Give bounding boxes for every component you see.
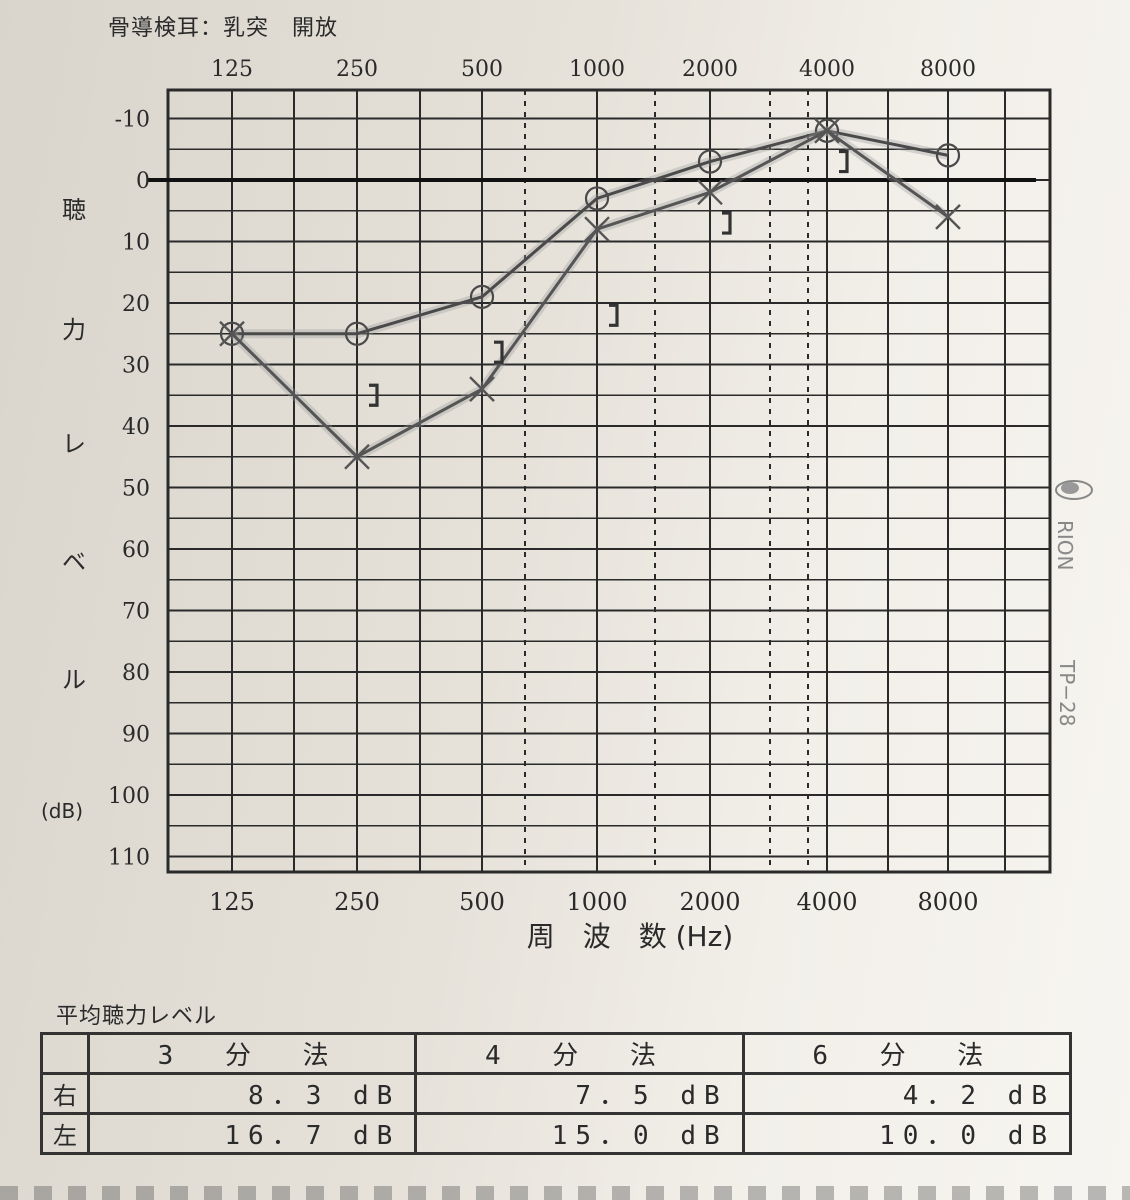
- circle-marker: [584, 186, 610, 211]
- bracket-marker: [839, 149, 849, 174]
- x-bottom-tick-label: 4000: [796, 888, 857, 916]
- table-row-right: 右 8．3 dB 7．5 dB 4．2 dB: [40, 1072, 1073, 1115]
- average-hearing-table-block: 平均聴力レベル 3 分 法 4 分 法 6 分 法 右 8．3 dB 7．5 d…: [40, 998, 1080, 1155]
- y-tick-label: 70: [122, 600, 150, 625]
- y-tick-label: 90: [122, 723, 150, 748]
- circle-marker: [814, 118, 840, 143]
- cross-marker: [814, 117, 840, 144]
- y-tick-label: 50: [122, 477, 150, 502]
- circle-marker: [219, 321, 245, 346]
- y-tick-label: 100: [108, 784, 150, 809]
- x-bottom-tick-label: 8000: [917, 888, 978, 916]
- circle-marker: [344, 321, 370, 346]
- header-4-method: 4 分 法: [414, 1032, 745, 1075]
- average-hearing-table: 3 分 法 4 分 法 6 分 法 右 8．3 dB 7．5 dB 4．2 dB…: [40, 1032, 1073, 1155]
- cross-marker: [219, 320, 245, 347]
- table-row-left: 左 16．7 dB 15．0 dB 10．0 dB: [40, 1112, 1073, 1155]
- cut-off-text-strip: [0, 1186, 1130, 1200]
- brand-name: RION: [1053, 520, 1077, 571]
- cross-marker: [584, 216, 610, 243]
- x-bottom-tick-label: 2000: [679, 888, 740, 916]
- y-axis-label-char: 力: [62, 316, 86, 344]
- table-header-row: 3 分 法 4 分 法 6 分 法: [40, 1032, 1073, 1075]
- x-bottom-tick-label: 250: [334, 888, 380, 916]
- x-top-tick-label: 125: [211, 57, 253, 82]
- bracket-marker: [722, 211, 732, 235]
- x-top-tick-label: 8000: [920, 57, 976, 82]
- y-tick-label: 80: [122, 661, 150, 686]
- cross-marker: [344, 443, 370, 470]
- brand-block: RION TP−28: [1053, 480, 1093, 726]
- cross-marker: [697, 179, 723, 206]
- chart-frame: [166, 88, 1052, 874]
- cross-marker: [935, 204, 961, 230]
- x-top-tick-label: 4000: [799, 57, 855, 82]
- x-axis-label: 周 波 数 (Hz): [527, 920, 734, 953]
- x-bottom-tick-label: 500: [459, 888, 505, 916]
- x-top-tick-label: 500: [461, 57, 503, 82]
- bracket-marker: [609, 303, 619, 327]
- right-3-method-value: 8．3 dB: [86, 1072, 418, 1115]
- brand-model: TP−28: [1055, 659, 1079, 726]
- y-tick-label: 20: [122, 292, 150, 317]
- header-6-method: 6 分 法: [741, 1032, 1073, 1075]
- row-label-left: 左: [40, 1112, 90, 1155]
- y-tick-label: 40: [122, 415, 150, 440]
- y-tick-label: 10: [122, 231, 150, 256]
- row-label-right: 右: [40, 1072, 90, 1115]
- x-bottom-tick-label: 1000: [566, 888, 627, 916]
- header-3-method: 3 分 法: [86, 1032, 418, 1075]
- y-tick-label: 0: [136, 169, 150, 194]
- x-top-tick-label: 2000: [682, 57, 738, 82]
- audiogram-chart: -10 0 10 20 30 40 50 60 70 80 90 100 110 聴力レベル (dB) 125…: [41, 57, 1052, 953]
- y-tick-label: -10: [115, 108, 150, 133]
- bracket-marker: [494, 340, 504, 364]
- x-top-tick-label: 250: [336, 57, 378, 82]
- y-axis-label-char: (dB): [41, 799, 83, 823]
- x-bottom-tick-label: 125: [209, 888, 255, 916]
- circle-marker: [935, 143, 961, 168]
- circle-marker: [469, 284, 495, 309]
- left-6-method-value: 10．0 dB: [741, 1112, 1073, 1155]
- y-tick-label: 30: [122, 354, 150, 379]
- circle-marker: [697, 149, 723, 174]
- left-3-method-value: 16．7 dB: [86, 1112, 418, 1155]
- bone-conduction-label: 骨導検耳：乳突 開放: [108, 16, 339, 41]
- table-corner-cell: [40, 1032, 90, 1075]
- y-axis-label-char: レ: [62, 430, 86, 458]
- rion-logo-icon: [1055, 480, 1093, 500]
- right-4-method-value: 7．5 dB: [414, 1072, 745, 1115]
- y-axis-label-char: 聴: [62, 196, 86, 224]
- y-axis-label-char: ベ: [62, 548, 86, 576]
- left-4-method-value: 15．0 dB: [414, 1112, 745, 1155]
- cross-marker: [469, 376, 495, 402]
- average-table-title: 平均聴力レベル: [56, 1004, 218, 1029]
- right-6-method-value: 4．2 dB: [741, 1072, 1073, 1115]
- y-tick-label: 110: [108, 846, 150, 871]
- y-tick-label: 60: [122, 538, 150, 563]
- x-top-tick-label: 1000: [569, 57, 625, 82]
- bracket-marker: [369, 383, 379, 407]
- y-axis-label-char: ル: [62, 666, 86, 694]
